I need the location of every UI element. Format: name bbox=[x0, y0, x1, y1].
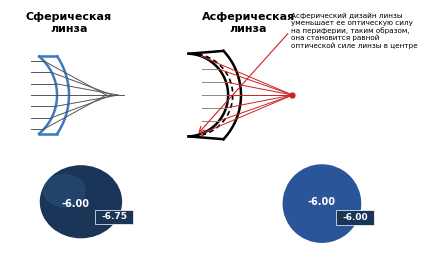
Text: Асферический дизайн линзы
уменьшает ее оптическую силу
на периферии, таким образ: Асферический дизайн линзы уменьшает ее о… bbox=[291, 12, 418, 49]
FancyBboxPatch shape bbox=[336, 211, 374, 225]
FancyBboxPatch shape bbox=[95, 210, 133, 224]
Text: Асферическая
линза: Асферическая линза bbox=[202, 12, 295, 34]
Circle shape bbox=[283, 165, 361, 242]
Ellipse shape bbox=[44, 175, 85, 207]
Text: Сферическая
линза: Сферическая линза bbox=[26, 12, 112, 34]
Text: -6.00: -6.00 bbox=[342, 213, 368, 222]
Ellipse shape bbox=[40, 166, 122, 238]
Text: -6.00: -6.00 bbox=[308, 197, 336, 207]
Text: -6.00: -6.00 bbox=[62, 199, 89, 209]
Text: -6.75: -6.75 bbox=[101, 212, 127, 222]
